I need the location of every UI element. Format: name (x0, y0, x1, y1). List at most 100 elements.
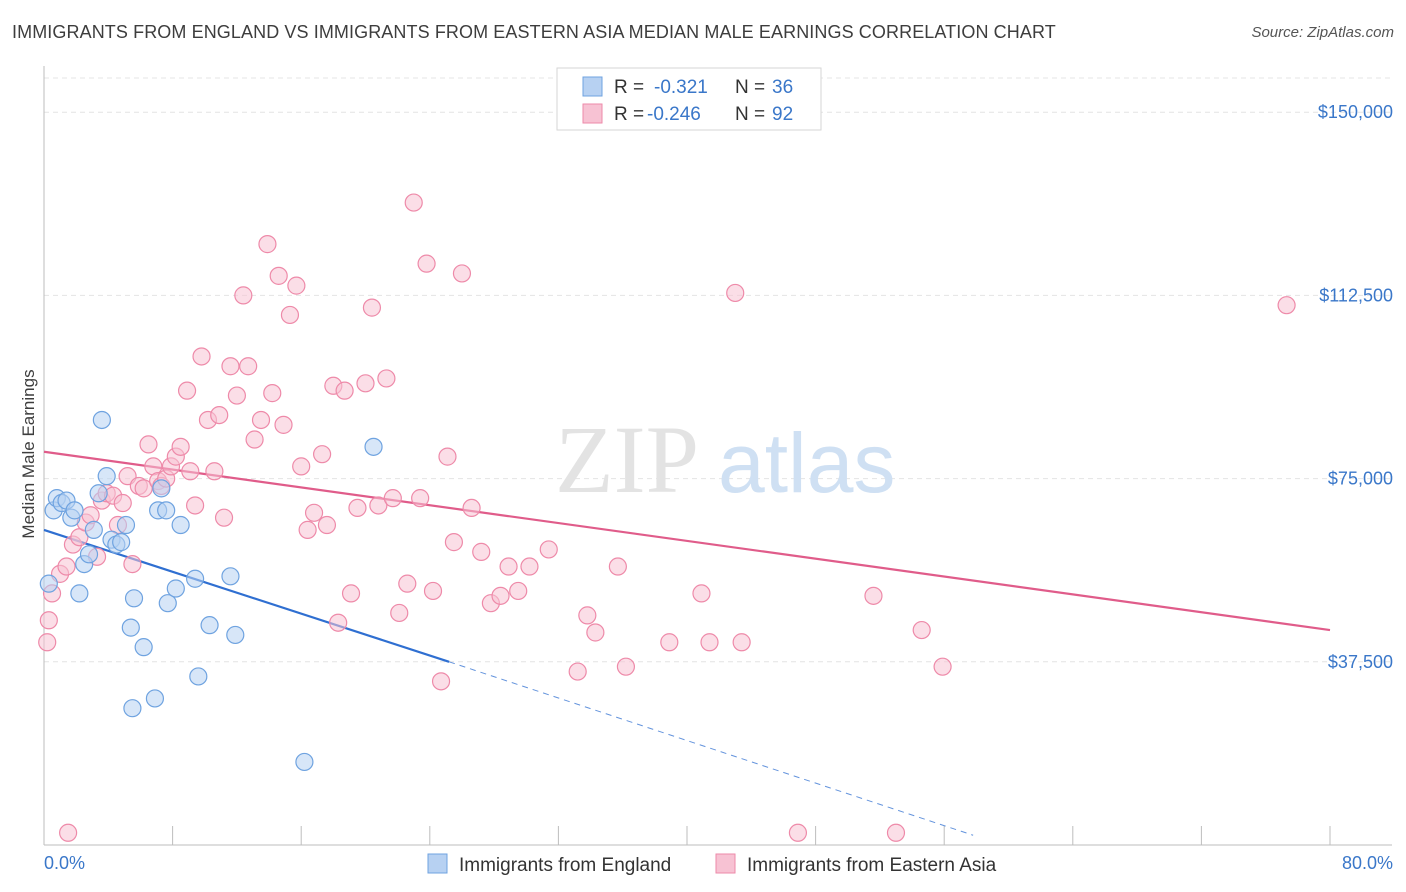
point-easternasia-69 (444, 533, 464, 552)
point-easternasia-44 (280, 305, 300, 325)
point-easternasia-55 (348, 498, 367, 518)
point-easternasia-76 (509, 581, 528, 601)
trend-line-england (43, 528, 450, 663)
point-easternasia-65 (417, 254, 436, 273)
trend-line-easternasia (43, 450, 1331, 632)
point-easternasia-92 (912, 620, 931, 640)
point-england-28 (171, 515, 190, 535)
point-easternasia-7 (81, 506, 100, 525)
point-easternasia-27 (181, 462, 200, 481)
point-easternasia-84 (660, 633, 679, 652)
point-england-27 (166, 579, 185, 598)
point-easternasia-42 (269, 266, 288, 285)
point-easternasia-82 (608, 557, 627, 576)
point-easternasia-66 (423, 581, 443, 601)
point-easternasia-89 (788, 823, 808, 842)
point-easternasia-38 (245, 430, 264, 449)
point-easternasia-59 (377, 369, 396, 388)
y-tick-labels: $37,500 $75,000 $112,500 $150,000 (1318, 102, 1393, 672)
point-easternasia-71 (462, 498, 481, 518)
legend-n-label-england: N = (735, 77, 765, 98)
source-note: Source: ZipAtlas.com (1251, 24, 1394, 41)
point-easternasia-46 (292, 457, 311, 476)
point-easternasia-40 (258, 235, 277, 254)
point-easternasia-33 (214, 508, 234, 527)
point-england-32 (226, 625, 245, 645)
point-england-10 (84, 520, 103, 539)
point-easternasia-75 (499, 557, 518, 576)
point-england-24 (152, 479, 171, 498)
point-easternasia-39 (251, 410, 271, 430)
watermark-atlas: atlas (718, 416, 895, 510)
point-easternasia-32 (210, 405, 229, 425)
legend-n-easternasia: 92 (772, 104, 793, 125)
point-england-18 (124, 589, 144, 608)
point-england-16 (112, 533, 131, 552)
point-easternasia-45 (287, 276, 306, 295)
point-easternasia-28 (186, 496, 205, 515)
point-easternasia-83 (616, 657, 636, 676)
point-england-6 (65, 501, 84, 520)
legend-n-label-easternasia: N = (735, 104, 765, 125)
point-easternasia-62 (398, 574, 417, 593)
point-england-25 (157, 501, 176, 520)
point-england-13 (97, 467, 116, 486)
y-tick-label-3: $150,000 (1318, 102, 1393, 122)
point-easternasia-87 (726, 283, 745, 303)
point-easternasia-77 (520, 557, 539, 576)
point-easternasia-94 (1277, 296, 1296, 315)
legend-swatch-easternasia (582, 103, 603, 124)
point-easternasia-31 (205, 462, 224, 481)
point-easternasia-61 (390, 603, 409, 623)
point-easternasia-70 (452, 264, 472, 283)
point-england-29 (186, 569, 205, 588)
point-england-12 (92, 410, 111, 430)
point-easternasia-35 (227, 386, 246, 405)
point-england-34 (295, 752, 314, 772)
point-england-20 (121, 618, 140, 637)
bottom-legend-swatch-easternasia (715, 853, 736, 874)
point-easternasia-48 (304, 503, 324, 522)
point-easternasia-79 (568, 662, 587, 681)
point-england-11 (89, 484, 108, 503)
point-easternasia-86 (700, 633, 719, 652)
point-easternasia-96 (59, 823, 78, 842)
point-easternasia-56 (356, 374, 375, 393)
point-easternasia-88 (732, 633, 751, 652)
point-england-9 (79, 545, 99, 564)
point-easternasia-81 (586, 623, 605, 642)
point-easternasia-57 (362, 298, 382, 317)
point-england-0 (39, 574, 58, 593)
trend-line-england-extension (448, 661, 974, 836)
point-easternasia-68 (438, 447, 457, 466)
point-easternasia-85 (692, 584, 711, 603)
point-easternasia-78 (539, 540, 558, 559)
point-easternasia-49 (312, 445, 332, 464)
bottom-legend-label-easternasia: Immigrants from Eastern Asia (747, 855, 997, 876)
chart-title: IMMIGRANTS FROM ENGLAND VS IMMIGRANTS FR… (12, 22, 1056, 42)
y-axis-label: Median Male Earnings (19, 369, 38, 538)
watermark-zip: ZIP (555, 406, 699, 513)
point-easternasia-58 (369, 496, 388, 515)
legend-r-label-easternasia: R = (614, 104, 644, 125)
point-england-7 (70, 584, 89, 603)
point-easternasia-37 (239, 357, 258, 376)
point-easternasia-60 (383, 489, 402, 508)
point-easternasia-36 (234, 286, 253, 305)
legend-n-england: 36 (772, 77, 793, 98)
point-easternasia-26 (177, 381, 197, 400)
point-england-19 (134, 638, 153, 657)
point-easternasia-90 (864, 586, 883, 605)
point-easternasia-47 (298, 520, 317, 539)
point-easternasia-25 (171, 437, 190, 456)
x-tick-max: 80.0% (1342, 853, 1393, 873)
watermark: ZIP atlas (555, 406, 895, 513)
legend-swatch-england (582, 76, 603, 97)
y-tick-label-0: $37,500 (1328, 652, 1393, 672)
point-easternasia-95 (38, 633, 57, 652)
point-england-26 (158, 594, 177, 613)
point-easternasia-80 (578, 606, 597, 625)
point-easternasia-91 (886, 823, 906, 842)
point-easternasia-13 (113, 493, 132, 513)
